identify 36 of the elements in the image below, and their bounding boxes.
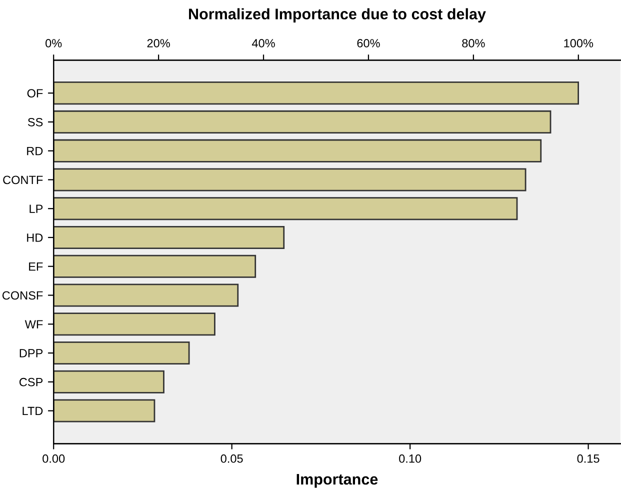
- bar: [54, 254, 256, 278]
- y-tick-label: EF: [29, 262, 43, 271]
- y-tick-label: RD: [27, 146, 43, 156]
- bar: [54, 197, 518, 220]
- bar: [54, 139, 542, 162]
- bar: [54, 341, 190, 365]
- y-tick-label: OF: [27, 89, 43, 98]
- y-tick-label: LP: [30, 204, 43, 213]
- bar: [54, 284, 239, 307]
- bar: [54, 110, 552, 134]
- y-tick-label: CONTF: [3, 176, 43, 184]
- x-tick-label: 0.15: [577, 454, 600, 463]
- x2-tick-label: 0%: [46, 39, 62, 48]
- y-tick-label: HD: [27, 234, 43, 242]
- y-tick-label: CONSF: [2, 291, 43, 300]
- y-tick-label: SS: [28, 118, 43, 126]
- y-tick-label: LTD: [22, 406, 43, 416]
- x2-tick-label: 60%: [357, 39, 380, 48]
- chart-title: Normalized Importance due to cost delay: [189, 8, 486, 22]
- x-axis-title: Importance: [296, 474, 378, 488]
- x-tick-label: 0.05: [220, 454, 243, 463]
- x-tick-label: 0.10: [399, 454, 422, 463]
- bar: [54, 399, 156, 422]
- y-tick-label: CSP: [20, 378, 43, 386]
- y-tick-label: DPP: [20, 349, 43, 358]
- x2-tick-label: 40%: [252, 39, 275, 48]
- bar: [54, 370, 164, 394]
- bar: [54, 168, 526, 192]
- bar: [54, 82, 580, 105]
- x-tick-label: 0.00: [42, 454, 65, 463]
- bar: [54, 226, 285, 250]
- y-tick-label: WF: [24, 320, 43, 328]
- x2-tick-label: 20%: [147, 39, 170, 48]
- bar: [54, 312, 216, 336]
- x2-tick-label: 80%: [462, 39, 485, 48]
- x2-tick-label: 100%: [564, 39, 594, 48]
